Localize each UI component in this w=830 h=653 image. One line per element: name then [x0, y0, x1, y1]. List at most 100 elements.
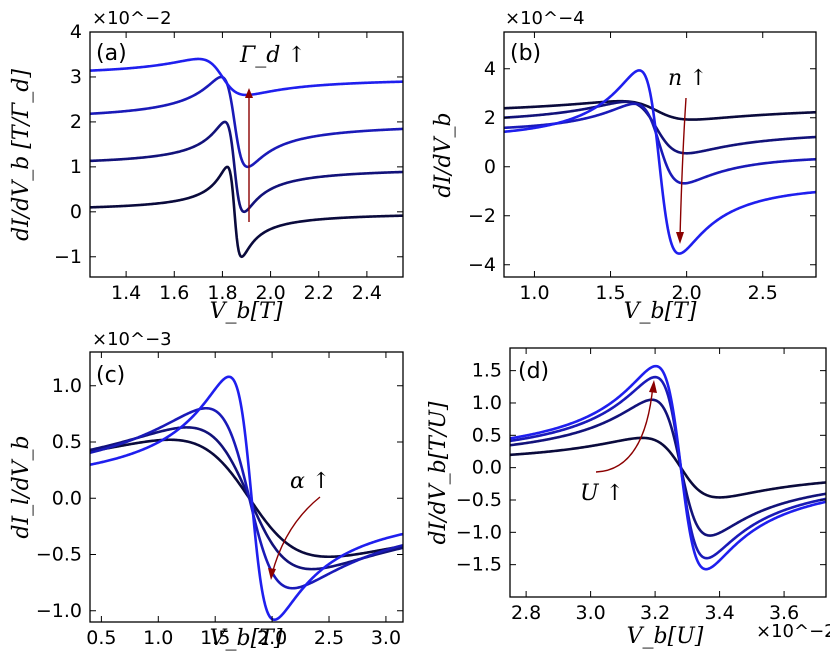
panel-d-arrowhead-icon: [649, 380, 657, 393]
panel-c-curves: [90, 375, 403, 622]
panel-a-ylabel: dI/dV_b [T/Γ_d]: [9, 69, 34, 241]
panel-c-label: (c): [96, 363, 125, 388]
panel-c: 0.5 1.0 1.5 2.0 2.5 3.0−1.0−0.50.00.51.0 (c) …: [9, 329, 404, 651]
panel-b-curves: [504, 69, 816, 255]
panel-b-xlabel: V_b[T]: [624, 299, 697, 324]
panel-b: 1.0 1.5 2.0 2.5 −4 −2 0 2 4 (b) ×10^−4 n ↑ V_b[T…: [431, 8, 817, 324]
panel-a-annotation: Γ_d ↑: [239, 43, 306, 68]
panel-d-x-multiplier: ×10^−2: [756, 621, 830, 642]
y-tick-label: 2: [484, 107, 496, 129]
panel-a-arrowhead-icon: [245, 88, 253, 98]
panel-d-annotation: U ↑: [580, 481, 624, 506]
x-tick-label: 3.6: [769, 602, 799, 624]
panel-b-y-multiplier: ×10^−4: [505, 8, 585, 29]
y-tick-label: 0.5: [52, 431, 82, 453]
y-tick-label: 0.0: [52, 487, 82, 509]
y-tick-label: −2: [468, 205, 496, 227]
panel-c-ticks: 0.5 1.0 1.5 2.0 2.5 3.0 −1.0 −0.5 0.0 0.5 1.0: [36, 352, 403, 649]
series-line-2: [510, 398, 826, 537]
y-tick-label: 1.0: [52, 375, 82, 397]
y-tick-label: −0.5: [456, 489, 502, 511]
y-tick-label: 2: [70, 111, 82, 133]
y-tick-label: 1.5: [472, 360, 502, 382]
panel-c-annotation: α ↑: [290, 469, 330, 494]
panel-c-arrow: [271, 496, 321, 575]
x-tick-label: 2.0: [255, 282, 285, 304]
x-tick-label: 2.5: [748, 282, 778, 304]
panel-a-y-multiplier: ×10^−2: [92, 8, 172, 29]
series-line-1: [504, 99, 816, 121]
panel-d-xlabel: V_b[U]: [627, 624, 704, 649]
y-tick-label: 0: [484, 156, 496, 178]
y-tick-label: −1.0: [36, 600, 82, 622]
panel-d-frame: [509, 347, 827, 598]
x-tick-label: 1.6: [159, 282, 189, 304]
panel-d-ylabel: dI/dV_b[T/U]: [426, 401, 451, 544]
y-tick-label: 1: [70, 156, 82, 178]
panel-c-xlabel: V_b[T]: [210, 626, 283, 651]
panel-c-y-multiplier: ×10^−3: [92, 329, 172, 350]
y-tick-label: 1.0: [472, 392, 502, 414]
y-tick-label: −1.5: [456, 554, 502, 576]
panel-d-ticks: 2.8 3.0 3.2 3.4 3.6 −1.5 −1.0 −0.5 0.0 0.5 1.0 1.5: [456, 348, 826, 624]
panel-c-arrowhead-icon: [268, 568, 276, 580]
panel-b-label: (b): [510, 41, 541, 66]
y-tick-label: 3: [70, 66, 82, 88]
panel-a-frame: [89, 31, 404, 278]
x-tick-label: 2.0: [257, 627, 287, 649]
panel-c-ylabel: dI_l/dV_b: [9, 435, 34, 538]
y-tick-label: −1: [54, 246, 82, 268]
y-tick-label: 4: [484, 58, 496, 80]
series-line-4: [90, 375, 403, 622]
panel-a-ticks: 1.4 1.6 1.8 2.0 2.2 2.4 −1 0 1 2 3 4: [54, 21, 403, 304]
y-tick-label: 0.0: [472, 457, 502, 479]
y-tick-label: 4: [70, 21, 82, 43]
panel-c-frame: [89, 351, 404, 623]
panel-a-curves: [90, 57, 403, 259]
y-tick-label: −0.5: [36, 544, 82, 566]
panel-a-xlabel: V_b[T]: [210, 299, 283, 324]
x-tick-label: 3.2: [640, 602, 670, 624]
series-line-3: [510, 375, 826, 560]
series-line-2: [90, 120, 403, 214]
x-tick-label: 3.0: [576, 602, 606, 624]
panel-d-label: (d): [518, 359, 549, 384]
panel-b-arrow: [679, 97, 687, 239]
panel-a-label: (a): [96, 41, 127, 66]
x-tick-label: 2.4: [352, 282, 382, 304]
x-tick-label: 2.5: [314, 627, 344, 649]
y-tick-label: −1.0: [456, 521, 502, 543]
x-tick-label: 1.0: [519, 282, 549, 304]
x-tick-label: 1.5: [200, 627, 230, 649]
x-tick-label: 0.5: [86, 627, 116, 649]
panel-a: 1.4 1.6 1.8 2.0 2.2 2.4 −1 0 1 2 3 4 (a) ×10^−2 Γ_d…: [9, 8, 404, 324]
x-tick-label: 2.8: [511, 602, 541, 624]
x-tick-label: 3.4: [704, 602, 734, 624]
panel-b-arrowhead-icon: [676, 232, 684, 244]
series-line-3: [90, 406, 403, 590]
series-line-4: [510, 364, 826, 571]
x-tick-label: 1.0: [143, 627, 173, 649]
series-line-1: [510, 436, 826, 499]
series-line-3: [90, 75, 403, 169]
x-tick-label: 1.8: [207, 282, 237, 304]
x-tick-label: 2.0: [672, 282, 702, 304]
panel-d: 2.8 3.0 3.2 3.4 3.6−1.5−1.0−0.50.00.51.01.5 …: [426, 347, 830, 649]
panel-b-frame: [503, 31, 817, 278]
x-tick-label: 2.2: [304, 282, 334, 304]
series-line-2: [504, 100, 816, 155]
x-tick-label: 3.0: [371, 627, 401, 649]
y-tick-label: 0: [70, 201, 82, 223]
panel-d-curves: [510, 364, 826, 571]
series-line-4: [504, 69, 816, 255]
panel-b-annotation: n ↑: [668, 66, 708, 91]
x-tick-label: 1.4: [111, 282, 141, 304]
y-tick-label: −4: [468, 254, 496, 276]
x-tick-label: 1.5: [595, 282, 625, 304]
panel-b-ticks: 1.0 1.5 2.0 2.5 −4 −2 0 2 4: [468, 32, 816, 304]
series-line-1: [90, 165, 403, 259]
panel-b-ylabel: dI/dV_b: [431, 112, 456, 197]
panel-d-arrow: [595, 384, 654, 473]
y-tick-label: 0.5: [472, 424, 502, 446]
